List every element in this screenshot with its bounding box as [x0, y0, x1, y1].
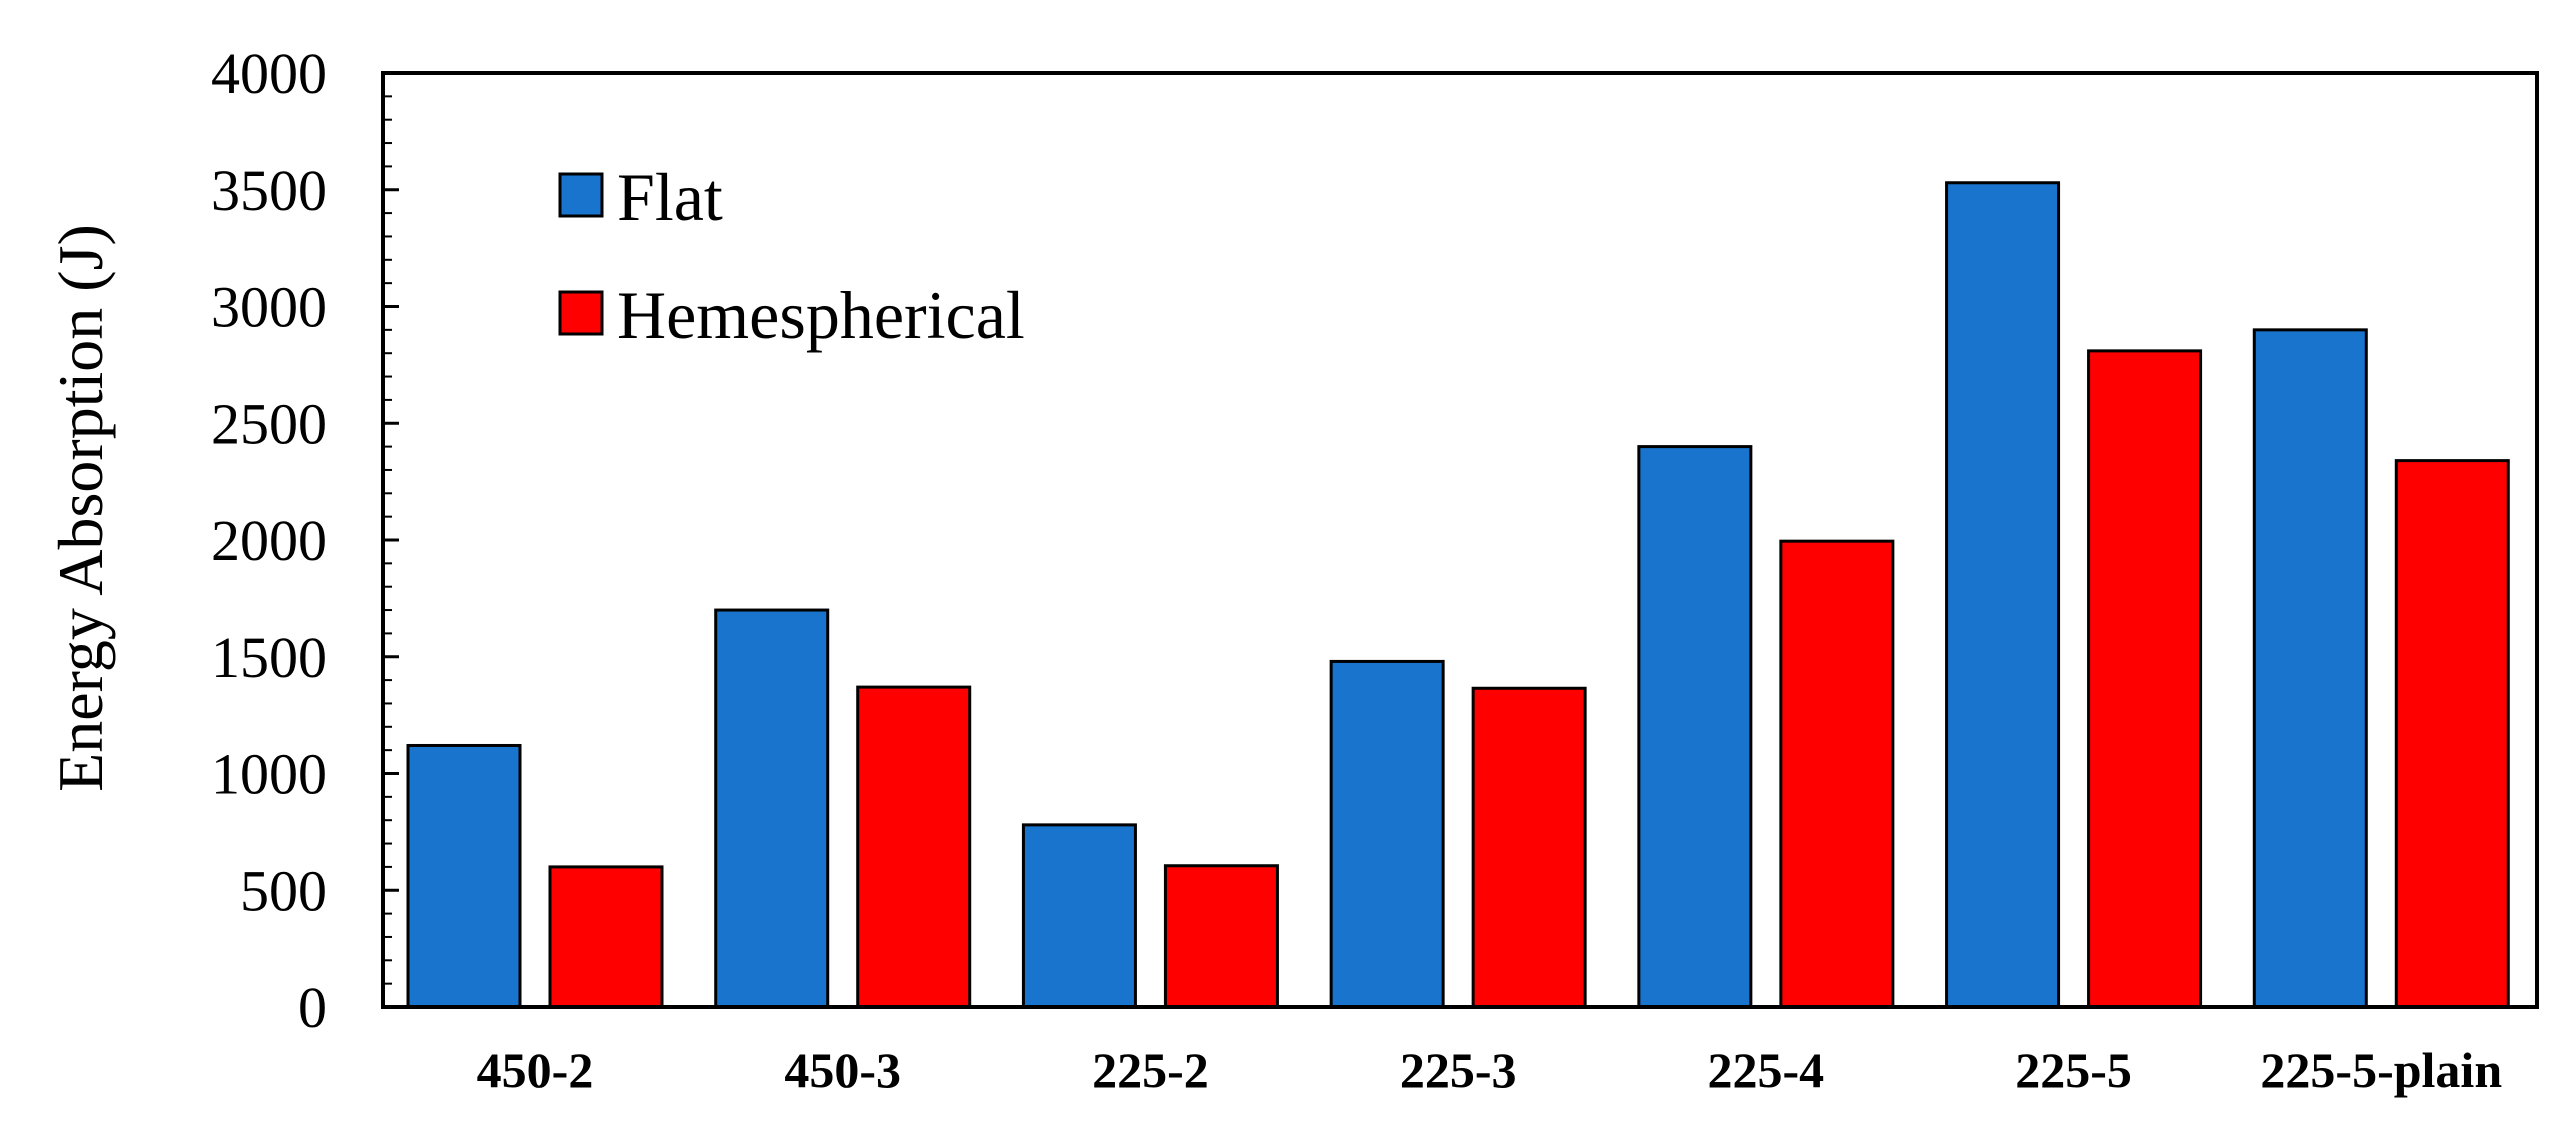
bar-hemespherical-225-2 [1163, 864, 1279, 1009]
x-category-label: 450-2 [477, 1042, 594, 1098]
x-category-label: 225-2 [1092, 1042, 1209, 1098]
y-ticks-group: 0 500 1000 1500 2000 2500 3000 3500 4000 [211, 41, 399, 1040]
legend: Flat Hemespherical [558, 159, 1025, 353]
x-category-label: 225-3 [1400, 1042, 1517, 1098]
x-category-label: 225-5-plain [2260, 1042, 2502, 1098]
bar-flat-450-3 [714, 608, 830, 1009]
legend-label-flat: Flat [617, 159, 723, 235]
category-labels-group: 450-2 450-3 225-2 225-3 225-4 225-5 225-5-plai… [477, 1042, 2503, 1098]
y-tick-label: 500 [240, 858, 327, 923]
y-tick-label: 4000 [211, 41, 327, 106]
y-tick-label: 1000 [211, 742, 327, 807]
bars-group [406, 181, 2510, 1009]
plot-area-frame [381, 71, 2539, 1009]
y-axis-title: Energy Absorption (J) [45, 224, 116, 792]
y-tick-label: 2500 [211, 391, 327, 456]
bar-flat-450-2 [406, 743, 522, 1009]
legend-label-hemespherical: Hemespherical [617, 277, 1025, 353]
bar-flat-225-3 [1329, 659, 1445, 1009]
bar-flat-225-5 [1945, 181, 2061, 1009]
x-category-label: 450-3 [784, 1042, 901, 1098]
x-category-label: 225-4 [1708, 1042, 1825, 1098]
bar-hemespherical-225-5-plain [2394, 459, 2510, 1009]
bar-hemespherical-450-2 [548, 865, 664, 1009]
y-tick-label: 1500 [211, 625, 327, 690]
y-axis-title-group: Energy Absorption (J) [45, 224, 116, 792]
bar-flat-225-2 [1021, 823, 1137, 1009]
bar-hemespherical-225-4 [1779, 539, 1895, 1009]
bar-flat-225-4 [1637, 445, 1753, 1009]
bar-hemespherical-225-3 [1471, 686, 1587, 1009]
bar-hemespherical-450-3 [856, 685, 972, 1009]
y-tick-label: 2000 [211, 508, 327, 573]
legend-swatch-flat [558, 172, 604, 218]
bar-hemespherical-225-5 [2087, 349, 2203, 1009]
y-tick-label: 3500 [211, 158, 327, 223]
y-tick-label: 0 [298, 975, 327, 1040]
y-tick-label: 3000 [211, 275, 327, 340]
bar-flat-225-5-plain [2252, 328, 2368, 1009]
x-category-label: 225-5 [2015, 1042, 2132, 1098]
legend-swatch-hemespherical [558, 290, 604, 336]
